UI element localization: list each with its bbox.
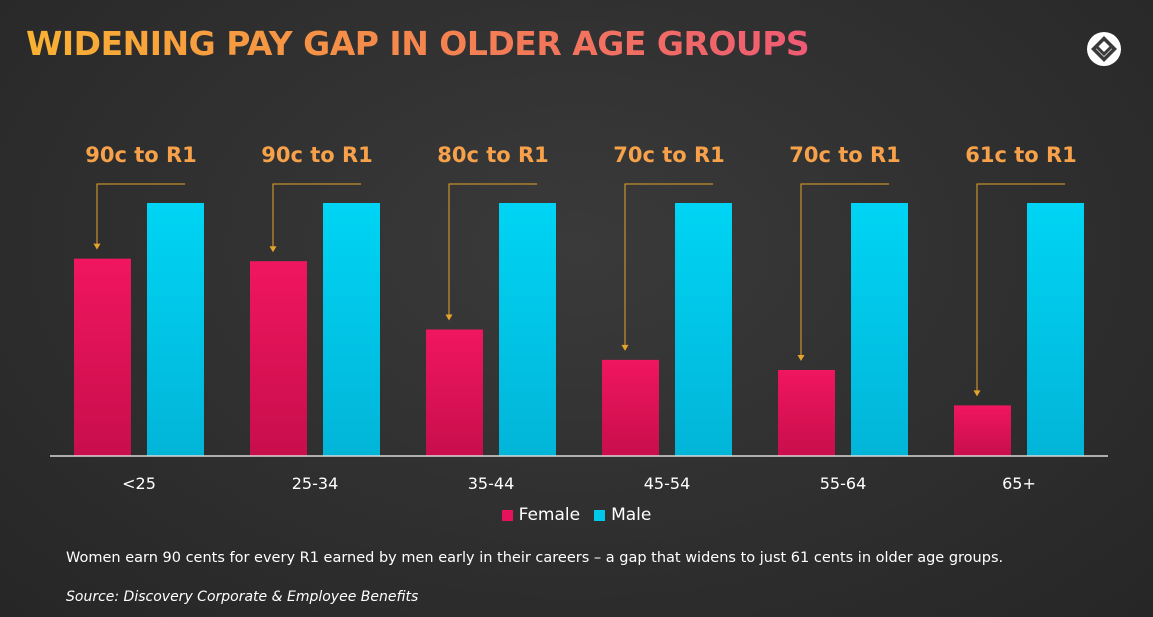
x-tick-label-3: 35-44 [468, 474, 515, 493]
ratio-label-1: 90c to R1 [85, 143, 197, 167]
ratio-label-2: 90c to R1 [261, 143, 373, 167]
x-tick-label-1: <25 [122, 474, 156, 493]
connector-arrow-3 [445, 314, 453, 321]
connector-line-4 [624, 183, 713, 345]
bar-chart: 90c to R1 90c to R1 80c to R1 70c to R1 70c … [50, 143, 1108, 493]
bar-female-5 [778, 369, 835, 456]
x-tick-label-5: 55-64 [820, 474, 867, 493]
legend-swatch-male [594, 509, 606, 521]
bar-male-3 [499, 203, 556, 456]
source-text: Source: Discovery Corporate & Employee B… [66, 589, 419, 605]
ratio-label-3: 80c to R1 [437, 143, 549, 167]
legend-swatch-female [501, 509, 513, 521]
connector-arrow-2 [269, 246, 277, 253]
legend: Female Male [0, 505, 1153, 525]
bar-male-4 [675, 203, 732, 456]
bar-male-1 [147, 203, 204, 456]
x-tick-label-4: 45-54 [644, 474, 691, 493]
legend-label-female: Female [518, 505, 581, 525]
caption-text: Women earn 90 cents for every R1 earned … [66, 550, 1004, 566]
ratio-label-4: 70c to R1 [613, 143, 725, 167]
discovery-diamond-icon [1087, 32, 1121, 66]
bar-female-1 [74, 258, 131, 456]
connector-line-6 [976, 183, 1065, 391]
connector-arrow-4 [621, 344, 629, 351]
connector-line-2 [272, 183, 361, 247]
connector-line-5 [800, 183, 889, 355]
bar-female-3 [426, 329, 483, 456]
legend-item-male: Male [594, 505, 651, 525]
bar-female-2 [250, 261, 307, 456]
connector-arrow-6 [973, 390, 981, 397]
connector-line-1 [96, 183, 185, 244]
x-tick-label-6: 65+ [1002, 474, 1036, 493]
legend-item-female: Female [501, 505, 581, 525]
bar-male-2 [323, 203, 380, 456]
connector-line-3 [448, 183, 537, 315]
x-tick-label-2: 25-34 [292, 474, 339, 493]
bar-female-4 [602, 359, 659, 456]
bar-female-6 [954, 405, 1011, 456]
bar-male-6 [1027, 203, 1084, 456]
ratio-label-5: 70c to R1 [789, 143, 901, 167]
bar-male-5 [851, 203, 908, 456]
connector-arrow-1 [93, 243, 101, 250]
connector-arrow-5 [797, 354, 805, 361]
chart-title: WIDENING PAY GAP IN OLDER AGE GROUPS [26, 24, 810, 63]
legend-label-male: Male [611, 505, 652, 525]
ratio-label-6: 61c to R1 [965, 143, 1077, 167]
